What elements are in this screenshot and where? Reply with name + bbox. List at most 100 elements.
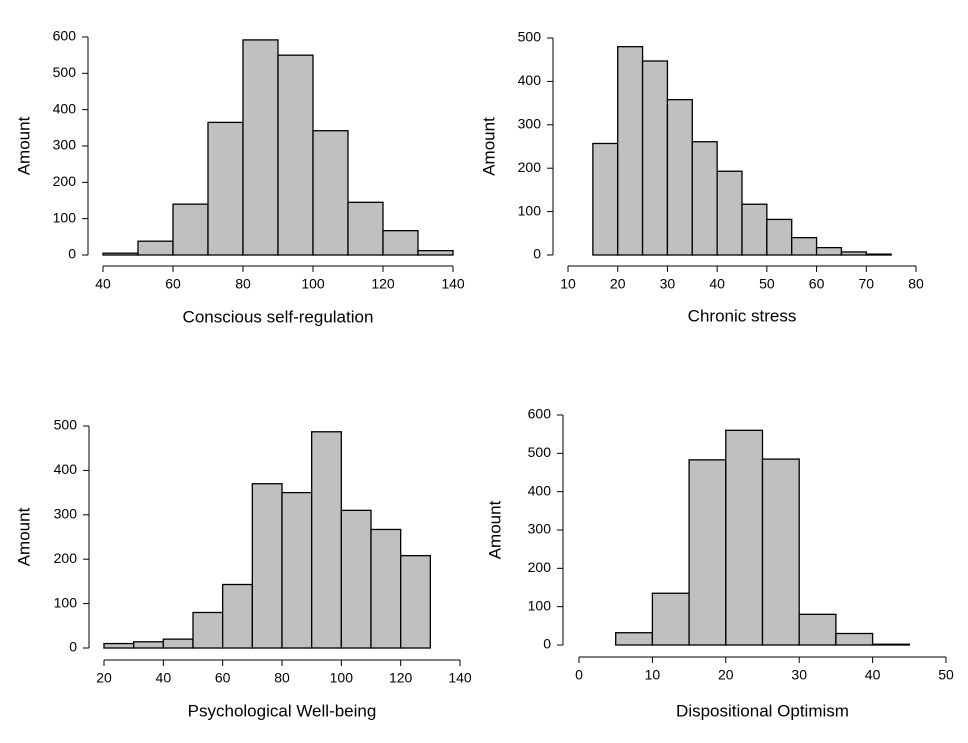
y-axis-label: Amount [14, 116, 33, 175]
y-tick-label: 300 [518, 116, 542, 132]
y-tick-label: 400 [528, 482, 552, 498]
y-tick-label: 100 [53, 209, 77, 225]
bar [133, 641, 164, 649]
y-tick-label: 100 [518, 202, 542, 218]
y-tick-label: 200 [518, 159, 542, 175]
bar [281, 491, 313, 649]
bar [766, 218, 793, 256]
x-tick-label: 50 [759, 276, 775, 292]
bar [871, 643, 910, 646]
x-tick-label: 60 [809, 276, 825, 292]
x-tick-label: 20 [610, 276, 626, 292]
y-tick-label: 200 [54, 550, 78, 566]
bar [417, 249, 454, 256]
bar [835, 632, 874, 646]
x-axis-label: Chronic stress [688, 306, 797, 325]
bar [137, 240, 174, 256]
y-tick-label: 400 [53, 100, 77, 116]
bar [725, 429, 764, 646]
y-axis-label: Amount [479, 117, 498, 176]
y-tick-label: 100 [54, 594, 78, 610]
bar [370, 528, 402, 649]
bar [798, 613, 837, 646]
bar [651, 592, 690, 646]
bar [172, 203, 209, 256]
bar [207, 121, 244, 256]
bar [251, 483, 283, 649]
x-axis-label: Psychological Well-being [188, 701, 377, 720]
x-tick-label: 60 [165, 276, 181, 292]
x-axis-label: Dispositional Optimism [676, 701, 849, 720]
y-tick-label: 400 [518, 72, 542, 88]
x-tick-label: 60 [215, 670, 231, 686]
x-tick-label: 100 [301, 276, 325, 292]
bar [741, 203, 768, 256]
y-tick-label: 400 [54, 461, 78, 477]
x-tick-label: 120 [389, 670, 413, 686]
bar [592, 142, 619, 256]
bar [222, 583, 253, 649]
y-tick-label: 0 [69, 639, 77, 655]
bar [865, 253, 892, 256]
x-tick-label: 10 [645, 667, 661, 683]
bar [761, 458, 800, 646]
y-tick-label: 500 [528, 444, 552, 460]
bar [242, 39, 279, 256]
bar [716, 170, 743, 256]
bar [617, 46, 644, 256]
y-tick-label: 600 [53, 28, 77, 44]
x-tick-label: 40 [95, 276, 111, 292]
x-tick-label: 80 [235, 276, 251, 292]
bar [840, 251, 867, 256]
bar [277, 54, 314, 256]
x-tick-label: 80 [274, 670, 290, 686]
bar [102, 252, 139, 256]
bar [347, 201, 384, 256]
x-tick-label: 40 [865, 667, 881, 683]
x-tick-label: 120 [371, 276, 395, 292]
y-tick-label: 200 [53, 173, 77, 189]
y-tick-label: 0 [543, 636, 551, 652]
y-tick-label: 500 [53, 64, 77, 80]
bar [666, 98, 693, 256]
y-tick-label: 500 [54, 417, 78, 433]
x-tick-label: 100 [330, 670, 354, 686]
x-tick-label: 50 [938, 667, 954, 683]
x-axis-label: Conscious self-regulation [183, 307, 374, 326]
bar [691, 141, 718, 256]
x-tick-label: 30 [791, 667, 807, 683]
y-tick-label: 300 [53, 137, 77, 153]
bar [688, 459, 727, 646]
y-tick-label: 600 [528, 406, 552, 422]
bar [382, 230, 419, 256]
bar [615, 632, 654, 646]
bar [312, 130, 349, 256]
x-tick-label: 140 [448, 670, 472, 686]
bar [400, 554, 431, 649]
y-axis-label: Amount [485, 500, 504, 559]
x-tick-label: 30 [660, 276, 676, 292]
bar [103, 642, 135, 649]
bar [641, 60, 669, 256]
bar [791, 236, 818, 256]
y-tick-label: 0 [68, 246, 76, 262]
x-tick-label: 0 [575, 667, 583, 683]
y-tick-label: 100 [528, 597, 552, 613]
x-tick-label: 20 [96, 670, 112, 686]
y-tick-label: 0 [533, 246, 541, 262]
x-tick-label: 10 [560, 276, 576, 292]
bar [815, 246, 843, 256]
x-tick-label: 20 [718, 667, 734, 683]
y-tick-label: 500 [518, 29, 542, 45]
y-tick-label: 200 [528, 559, 552, 575]
bar [340, 509, 372, 649]
x-tick-label: 80 [908, 276, 924, 292]
x-tick-label: 140 [441, 276, 465, 292]
y-tick-label: 300 [528, 521, 552, 537]
y-tick-label: 300 [54, 506, 78, 522]
x-tick-label: 40 [709, 276, 725, 292]
bar [162, 638, 194, 649]
bar [192, 611, 224, 649]
x-tick-label: 40 [156, 670, 172, 686]
